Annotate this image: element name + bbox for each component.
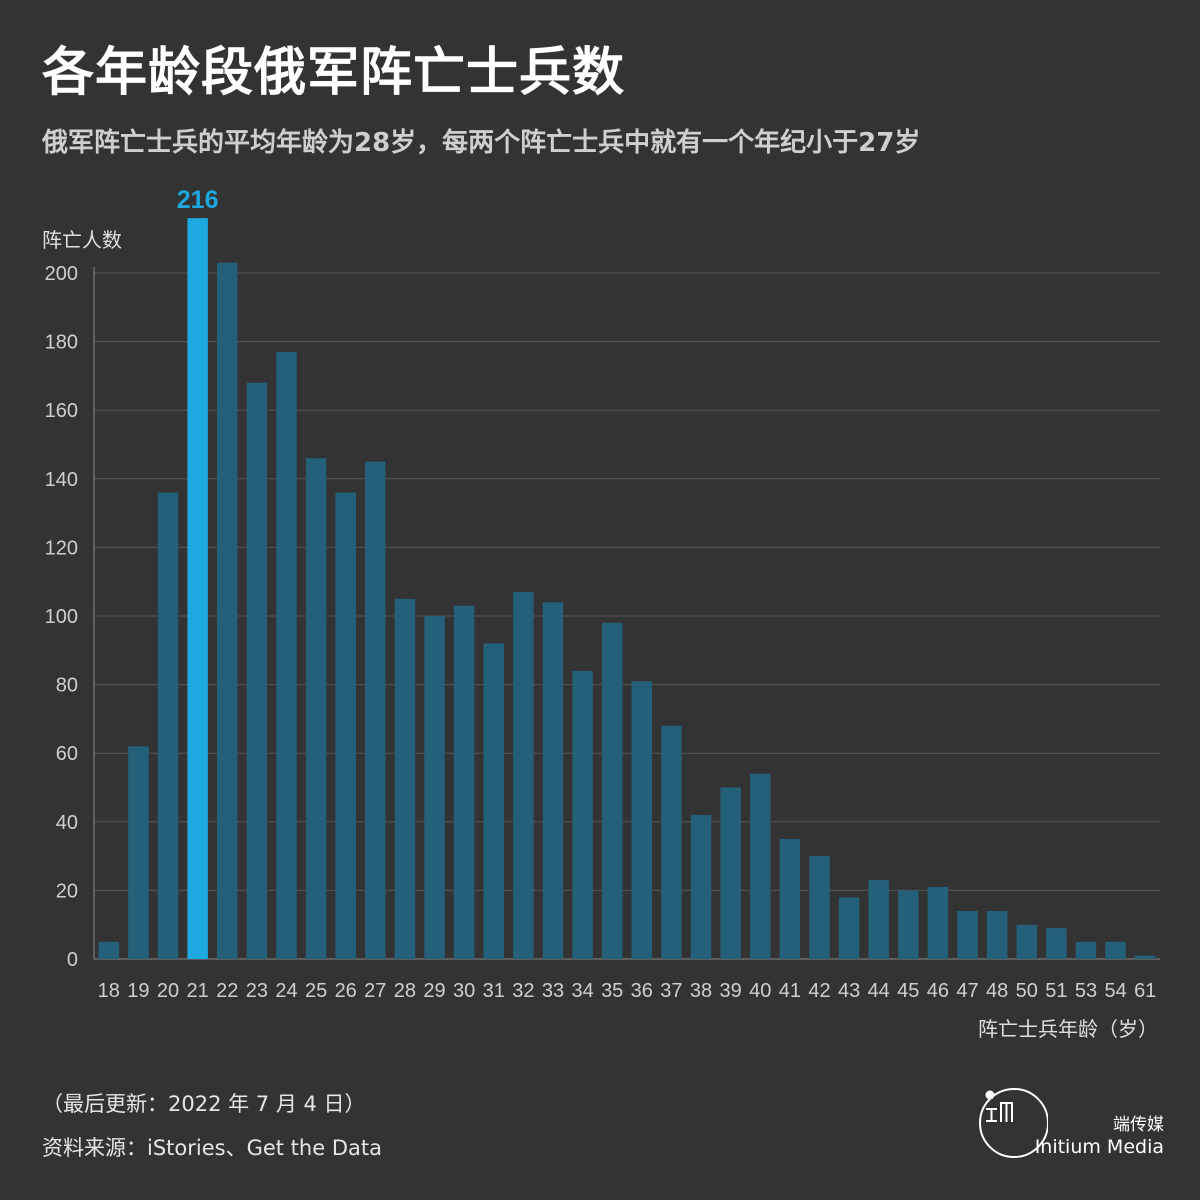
x-tick-label: 34 [571, 980, 593, 1002]
x-tick-label: 41 [779, 980, 801, 1002]
x-tick-label: 36 [631, 980, 653, 1002]
x-tick-label: 45 [897, 980, 919, 1002]
bar-age-25 [305, 458, 327, 959]
x-tick-label: 40 [749, 980, 771, 1002]
x-axis-ticks: 18 19 20 21 22 23 24 25 26 27 28 29 30 31 32 33 34 35 36 37… [98, 980, 1157, 1002]
x-tick-label: 19 [127, 980, 149, 1002]
bar-age-34 [572, 670, 593, 959]
x-tick-label: 35 [601, 980, 623, 1002]
x-tick-label: 23 [246, 980, 268, 1002]
data-source-note: 资料来源：iStories、Get the Data [42, 1136, 382, 1160]
x-tick-label: 31 [483, 980, 505, 1002]
bar-age-36 [631, 681, 653, 959]
x-tick-label: 44 [868, 980, 890, 1002]
y-tick-label: 140 [45, 469, 78, 491]
x-tick-label: 50 [1016, 980, 1038, 1002]
bar-age-28 [394, 598, 416, 959]
x-tick-label: 42 [808, 980, 830, 1002]
x-tick-label: 18 [98, 980, 120, 1002]
highlight-value-label: 216 [177, 186, 219, 214]
x-axis-label: 阵亡士兵年龄（岁） [978, 1017, 1158, 1041]
y-tick-label: 20 [56, 880, 78, 902]
x-tick-label: 61 [1134, 980, 1156, 1002]
x-tick-label: 39 [720, 980, 742, 1002]
y-tick-label: 0 [67, 949, 78, 971]
bar-age-18 [98, 941, 120, 959]
bar-age-40 [750, 773, 771, 959]
bar-age-24 [276, 351, 297, 959]
bar-age-19 [128, 746, 149, 959]
bar-age-53 [1075, 941, 1097, 959]
bar-age-35 [601, 622, 623, 959]
brand-name-chinese: 端传媒 [1113, 1115, 1164, 1135]
x-tick-label: 38 [690, 980, 712, 1002]
x-tick-label: 33 [542, 980, 564, 1002]
bar-age-38 [690, 814, 712, 959]
bar-age-37 [661, 725, 682, 959]
x-tick-label: 26 [335, 980, 357, 1002]
bar-age-51 [1046, 928, 1067, 959]
gridlines [93, 267, 1160, 960]
bar-age-50 [1016, 924, 1037, 959]
bar-age-61 [1134, 955, 1156, 959]
chart-subtitle: 俄军阵亡士兵的平均年龄为28岁，每两个阵亡士兵中就有一个年纪小于27岁 [42, 128, 921, 158]
x-tick-label: 48 [986, 980, 1008, 1002]
x-tick-label: 27 [364, 980, 386, 1002]
y-tick-label: 60 [56, 743, 78, 765]
bar-age-21 [187, 218, 208, 959]
bar-age-33 [542, 602, 564, 959]
y-tick-label: 80 [56, 675, 78, 697]
x-tick-label: 47 [956, 980, 978, 1002]
bar-age-48 [986, 910, 1008, 959]
initium-logo-icon [979, 1088, 1048, 1158]
bar-age-45 [898, 890, 919, 959]
y-tick-label: 120 [45, 537, 78, 559]
x-tick-label: 37 [660, 980, 682, 1002]
y-tick-label: 180 [45, 332, 78, 354]
bar-age-44 [868, 880, 889, 959]
bar-age-29 [424, 616, 445, 959]
bar-age-22 [217, 262, 238, 960]
x-tick-label: 22 [216, 980, 238, 1002]
y-tick-label: 100 [45, 606, 78, 628]
chart-title: 各年龄段俄军阵亡士兵数 [42, 43, 626, 103]
x-tick-label: 43 [838, 980, 860, 1002]
y-axis-ticks: 0 20 40 60 80 100 120 140 160 180 200 [45, 263, 78, 971]
x-tick-label: 54 [1104, 980, 1126, 1002]
x-tick-label: 32 [512, 980, 534, 1002]
bar-age-31 [483, 643, 504, 959]
bar-age-27 [365, 461, 386, 959]
bar-age-20 [157, 492, 179, 959]
y-tick-label: 40 [56, 812, 78, 834]
bar-age-30 [453, 605, 475, 959]
bar-age-39 [720, 787, 741, 959]
bar-age-43 [838, 897, 860, 959]
x-tick-label: 28 [394, 980, 416, 1002]
y-tick-label: 200 [45, 263, 78, 285]
bar-age-47 [957, 910, 978, 959]
x-tick-label: 53 [1075, 980, 1097, 1002]
bar-chart: 0 20 40 60 80 100 120 140 160 180 200 18 19 20 21 22 23… [42, 186, 1160, 1041]
x-tick-label: 24 [275, 980, 297, 1002]
x-tick-label: 46 [927, 980, 949, 1002]
last-updated-note: （最后更新：2022 年 7 月 4 日） [42, 1092, 366, 1116]
x-tick-label: 51 [1045, 980, 1067, 1002]
bar-age-46 [927, 886, 949, 959]
bar-age-41 [779, 838, 801, 959]
x-tick-label: 30 [453, 980, 475, 1002]
bar-age-42 [809, 856, 830, 959]
bar-age-23 [246, 382, 268, 959]
bar-age-32 [513, 591, 534, 959]
bar-age-26 [335, 492, 356, 959]
y-tick-label: 160 [45, 400, 78, 422]
bar-age-54 [1105, 941, 1126, 959]
x-tick-label: 29 [423, 980, 445, 1002]
x-tick-label: 20 [157, 980, 179, 1002]
bars [98, 218, 1156, 960]
x-tick-label: 25 [305, 980, 327, 1002]
brand-name-english: Initium Media [1034, 1136, 1164, 1158]
x-tick-label: 21 [187, 980, 209, 1002]
y-axis-label: 阵亡人数 [42, 228, 122, 252]
